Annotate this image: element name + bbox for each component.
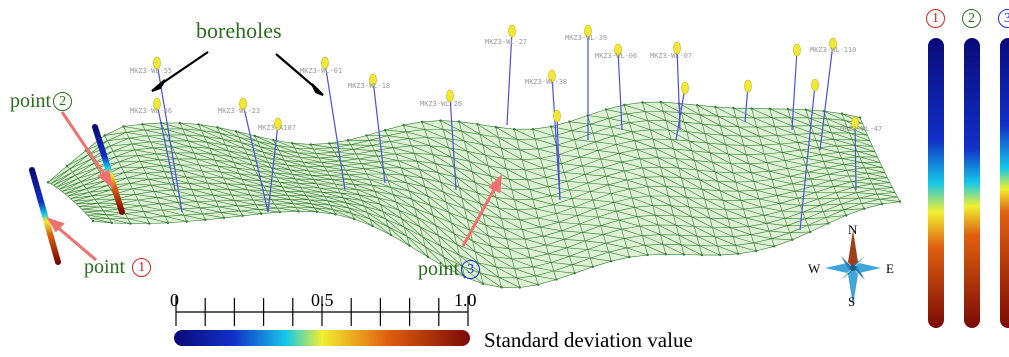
borehole-label: MKZ3-WL-55 — [130, 67, 172, 75]
borehole-label: MKZ3-WL-07 — [650, 52, 692, 60]
point1-label: point 1 — [84, 256, 152, 279]
borehole-label: MKZ3-WL-18 — [348, 82, 390, 90]
borehole: MKZ3-WL-110 — [810, 37, 856, 151]
borehole-marker — [274, 117, 282, 131]
borehole — [791, 43, 801, 131]
borehole-marker — [508, 24, 516, 38]
borehole: MKZ3-WL-56 — [130, 97, 176, 191]
borehole: MKZ3-A107 — [258, 117, 296, 213]
column-3-number: 3 — [996, 8, 1009, 29]
compass-rose — [825, 230, 881, 306]
borehole-label: MKZ3-WL-06 — [595, 52, 637, 60]
borehole: MKZ3-WL-39 — [565, 24, 607, 140]
borehole: MKZ3-WL-18 — [348, 73, 390, 184]
borehole-label: MKZ3-WL-110 — [810, 46, 856, 54]
borehole-group: MKZ3-WL-55 MKZ3-WL-56 MKZ3-WL-23 MKZ3-WL-01… — [130, 24, 882, 231]
borehole-marker — [829, 37, 837, 51]
colorbar-tick-0.5: 0.5 — [311, 290, 334, 310]
compass-w: W — [808, 261, 821, 276]
borehole-line — [156, 103, 176, 191]
borehole: MKZ3-WL-26 — [420, 89, 462, 191]
borehole-marker — [614, 43, 622, 57]
borehole-marker — [793, 43, 801, 57]
scale-title: Standard deviation value — [484, 328, 693, 352]
borehole-label: MKZ3-WL-23 — [218, 107, 260, 115]
borehole — [675, 81, 689, 141]
point2-label: point 2 — [10, 90, 73, 113]
column-3 — [1000, 38, 1009, 328]
borehole-marker — [321, 56, 329, 70]
boreholes-label: boreholes — [196, 18, 282, 43]
borehole-line — [324, 62, 346, 191]
borehole-label: MKZ3-WL-56 — [130, 107, 172, 115]
colorbar-tick-0: 0 — [170, 290, 179, 310]
colorbar-tick-1.0: 1.0 — [454, 290, 477, 310]
column-2 — [964, 38, 980, 328]
borehole-label: MKZ3-WL-26 — [420, 100, 462, 108]
point2-number: 2 — [53, 92, 73, 111]
borehole-line — [449, 95, 457, 191]
boreholes-arrows — [151, 51, 324, 97]
borehole-marker — [153, 97, 161, 111]
borehole: MKZ3-WL-06 — [595, 43, 637, 131]
borehole-marker — [548, 69, 556, 83]
point1-shaft — [29, 167, 61, 265]
borehole — [799, 78, 819, 231]
borehole-line — [372, 79, 386, 184]
borehole: MKZ3-WL-01 — [300, 56, 346, 191]
borehole-marker — [446, 89, 454, 103]
point3-number: 3 — [461, 260, 481, 279]
borehole: MKZ3-WL-23 — [218, 97, 269, 213]
borehole-marker — [239, 97, 247, 111]
compass-s: S — [848, 294, 856, 309]
column-1-number: 1 — [924, 8, 945, 29]
borehole: MKZ3-WL-27 — [485, 24, 527, 126]
column-2-number: 2 — [960, 8, 981, 29]
colorbar-scale — [174, 296, 470, 346]
borehole-line — [854, 122, 857, 191]
point3-label: point 3 — [418, 258, 481, 281]
borehole-marker — [369, 73, 377, 87]
point1-number: 1 — [132, 258, 152, 277]
borehole-line — [267, 123, 279, 213]
colorbar-gradient — [174, 330, 470, 346]
terrain-mesh — [46, 100, 902, 289]
borehole-line — [617, 49, 623, 131]
borehole-line — [506, 30, 513, 126]
borehole — [553, 109, 561, 201]
point-arrows — [46, 111, 502, 262]
borehole — [744, 79, 752, 123]
borehole-marker — [744, 79, 752, 93]
column-1 — [928, 38, 944, 328]
borehole-label: MKZ3-WL-39 — [565, 34, 607, 42]
borehole-marker — [811, 78, 819, 92]
borehole-marker — [851, 116, 859, 130]
borehole-line — [819, 43, 834, 151]
compass-n: N — [848, 222, 858, 237]
borehole-marker — [584, 24, 592, 38]
borehole-label: MKZ3-A107 — [258, 124, 296, 132]
borehole-label: MKZ3-WL-47 — [840, 125, 882, 133]
borehole-label: MKZ3-WL-01 — [300, 67, 342, 75]
borehole-marker — [673, 41, 681, 55]
borehole-label: MKZ3-WL-38 — [525, 78, 567, 86]
compass-e: E — [886, 261, 894, 276]
point2-shaft — [92, 124, 125, 215]
borehole-label: MKZ3-WL-27 — [485, 38, 527, 46]
borehole-marker — [553, 109, 561, 123]
borehole-marker — [681, 81, 689, 95]
borehole-line — [242, 103, 269, 213]
borehole-marker — [153, 56, 161, 70]
borehole: MKZ3-WL-47 — [840, 116, 882, 191]
